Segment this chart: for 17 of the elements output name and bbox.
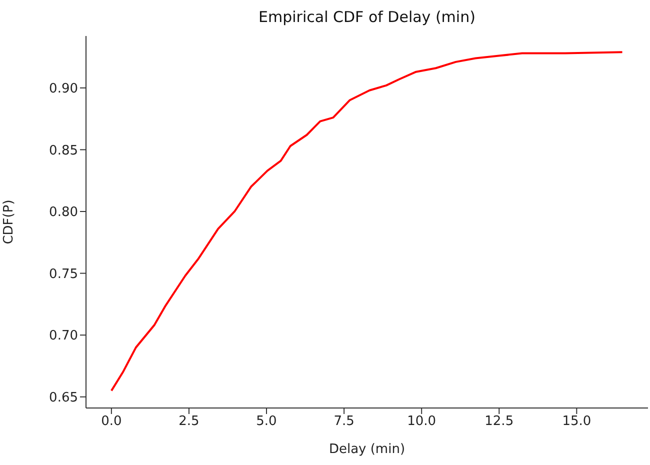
x-tick-label: 7.5 <box>334 414 354 430</box>
x-tick-label: 2.5 <box>178 414 200 430</box>
x-tick-label: 12.5 <box>484 414 514 430</box>
x-tick-label: 15.0 <box>562 414 592 430</box>
y-tick-label: 0.65 <box>49 390 78 406</box>
y-tick-label: 0.85 <box>49 143 78 158</box>
y-tick-label: 0.70 <box>49 328 78 344</box>
y-tick-label: 0.75 <box>49 266 78 282</box>
y-axis-title: CDF(P) <box>2 200 17 244</box>
x-tick-label: 5.0 <box>256 414 277 430</box>
line-series <box>110 51 624 392</box>
y-tick-label: 0.90 <box>49 82 78 97</box>
chart-title: Empirical CDF of Delay (min) <box>258 8 476 26</box>
y-tick-label: 0.80 <box>49 205 78 220</box>
x-axis-title: Delay (min) <box>328 442 406 457</box>
x-tick-label: 0.0 <box>101 414 122 430</box>
x-tick-label: 10.0 <box>407 414 436 430</box>
